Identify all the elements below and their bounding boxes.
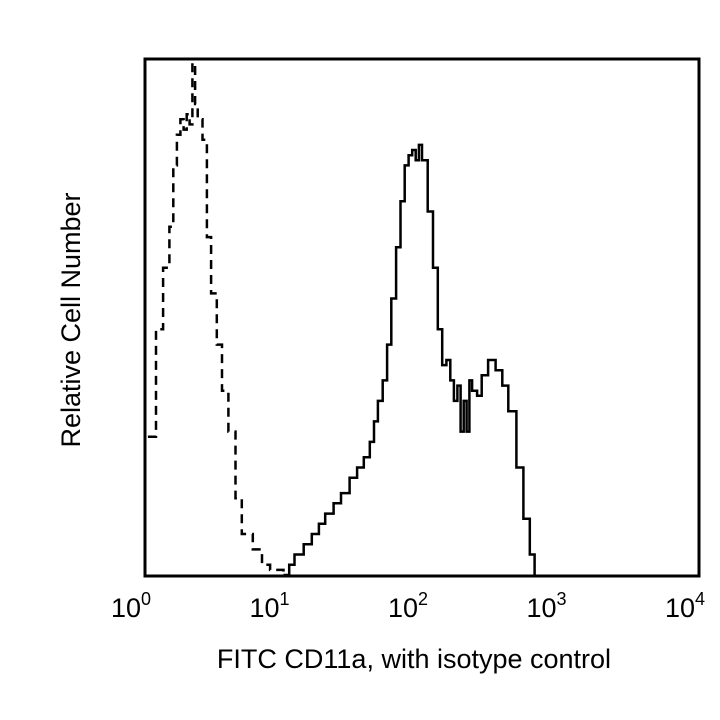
x-tick-label: 104 — [665, 589, 705, 623]
cd11a-curve — [283, 143, 536, 577]
y-axis-title: Relative Cell Number — [56, 192, 86, 447]
isotype-control-curve — [147, 61, 285, 575]
x-tick-label: 101 — [249, 589, 289, 623]
x-tick-label: 102 — [388, 589, 428, 623]
series-layer — [147, 61, 536, 577]
x-axis-title: FITC CD11a, with isotype control — [217, 644, 611, 674]
x-axis-tick-labels: 100 101 102 103 104 — [111, 589, 705, 623]
x-tick-label: 100 — [111, 589, 151, 623]
plot-frame — [143, 57, 701, 578]
x-tick-label: 103 — [526, 589, 566, 623]
